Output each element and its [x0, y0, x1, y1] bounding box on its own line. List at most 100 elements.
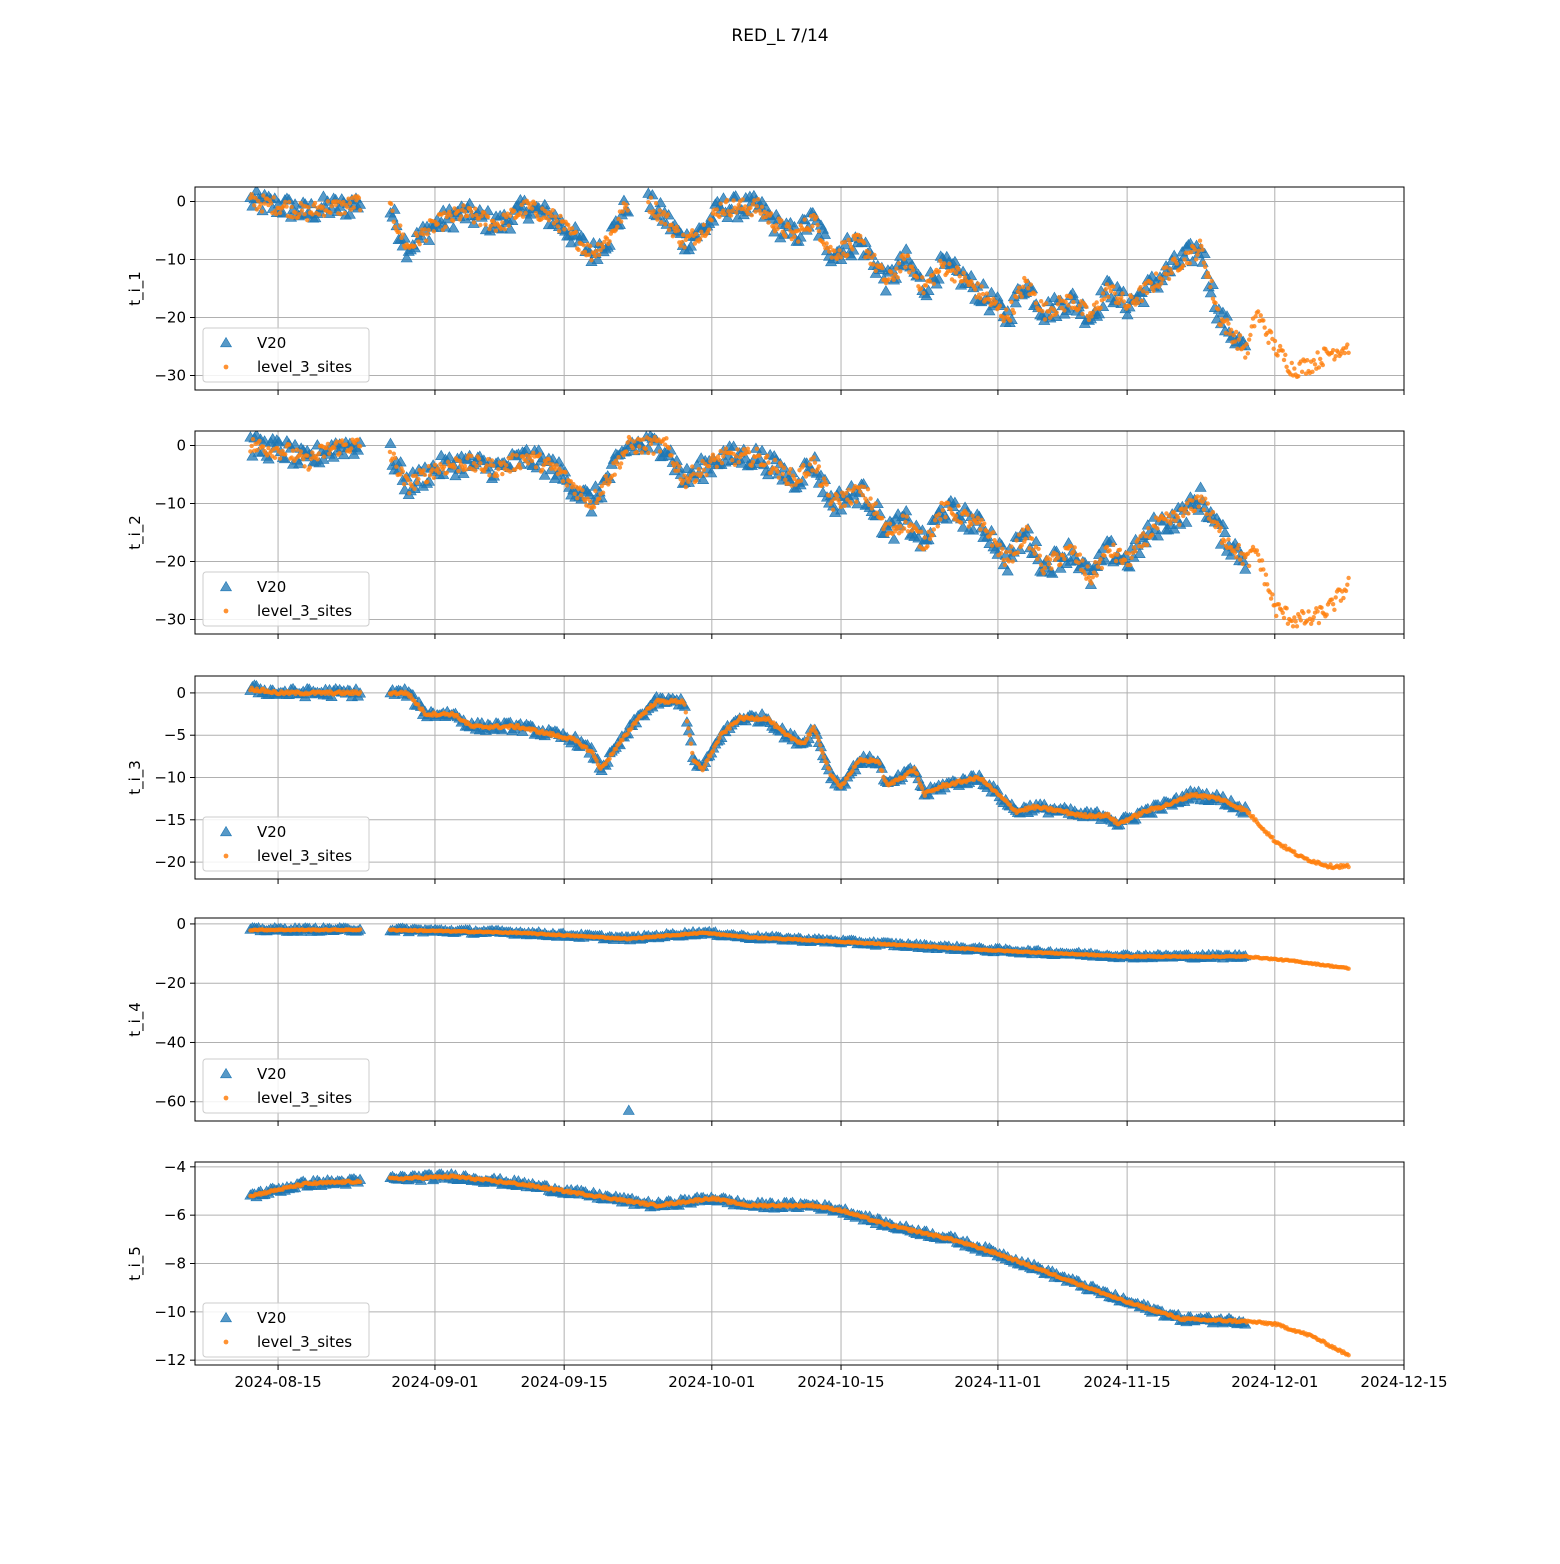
legend-level-3-sites-label: level_3_sites [257, 602, 352, 621]
level-3-sites-point [956, 504, 960, 508]
level-3-sites-point [790, 483, 794, 487]
level-3-sites-point [293, 211, 297, 215]
level-3-sites-point [751, 202, 755, 206]
plot-area [245, 923, 1351, 1115]
level-3-sites-point [747, 450, 751, 454]
level-3-sites-point [915, 772, 919, 776]
level-3-sites-point [1324, 613, 1328, 617]
level-3-sites-point [1203, 496, 1207, 500]
level-3-sites-point [1140, 299, 1144, 303]
legend-level-3-sites-marker [224, 365, 229, 370]
level-3-sites-point [443, 225, 447, 229]
level-3-sites-point [1167, 514, 1171, 518]
level-3-sites-point [1226, 537, 1230, 541]
level-3-sites-point [632, 439, 636, 443]
level-3-sites-point [973, 287, 977, 291]
level-3-sites-point [1000, 547, 1004, 551]
legend-level-3-sites-label: level_3_sites [257, 847, 352, 866]
level-3-sites-point [886, 277, 890, 281]
level-3-sites-point [892, 278, 896, 282]
level-3-sites-point [352, 205, 356, 209]
level-3-sites-point [1049, 566, 1053, 570]
level-3-sites-point [415, 234, 419, 238]
level-3-sites-point [518, 466, 522, 470]
level-3-sites-point [1010, 559, 1014, 563]
level-3-sites-point [724, 446, 728, 450]
level-3-sites-point [486, 215, 490, 219]
level-3-sites-point [699, 230, 703, 234]
level-3-sites-point [697, 467, 701, 471]
level-3-sites-point [1096, 564, 1100, 568]
y-axis-label: t_i_4 [126, 1002, 145, 1037]
level-3-sites-point [1056, 555, 1060, 559]
level-3-sites-point [625, 208, 629, 212]
level-3-sites-point [942, 261, 946, 265]
level-3-sites-point [300, 208, 304, 212]
level-3-sites-point [1246, 351, 1250, 355]
level-3-sites-point [762, 463, 766, 467]
level-3-sites-point [518, 211, 522, 215]
level-3-sites-point [1167, 277, 1171, 281]
level-3-sites-point [976, 281, 980, 285]
level-3-sites-point [317, 451, 321, 455]
level-3-sites-point [1039, 563, 1043, 567]
level-3-sites-point [248, 449, 252, 453]
level-3-sites-point [850, 769, 854, 773]
level-3-sites-point [1211, 510, 1215, 514]
level-3-sites-point [849, 501, 853, 505]
level-3-sites-point [393, 456, 397, 460]
level-3-sites-point [911, 268, 915, 272]
level-3-sites-point [474, 464, 478, 468]
level-3-sites-point [269, 201, 273, 205]
level-3-sites-point [837, 248, 841, 252]
level-3-sites-point [579, 493, 583, 497]
level-3-sites-point [677, 464, 681, 468]
level-3-sites-point [1266, 341, 1270, 345]
level-3-sites-point [707, 227, 711, 231]
level-3-sites-point [442, 464, 446, 468]
level-3-sites-point [646, 451, 650, 455]
level-3-sites-point [1190, 498, 1194, 502]
level-3-sites-point [1094, 300, 1098, 304]
level-3-sites-point [699, 472, 703, 476]
level-3-sites-point [941, 508, 945, 512]
y-tick-label: −30 [154, 367, 186, 385]
level-3-sites-point [1085, 564, 1089, 568]
level-3-sites-point [1292, 615, 1296, 619]
level-3-sites-point [1247, 564, 1251, 568]
level-3-sites-point [566, 223, 570, 227]
level-3-sites-point [1020, 543, 1024, 547]
level-3-sites-point [1234, 555, 1238, 559]
level-3-sites-point [321, 205, 325, 209]
level-3-sites-point [1229, 328, 1233, 332]
level-3-sites-point [1345, 583, 1349, 587]
level-3-sites-point [748, 206, 752, 210]
level-3-sites-point [1317, 621, 1321, 625]
level-3-sites-point [658, 208, 662, 212]
y-tick-label: 0 [176, 684, 186, 702]
level-3-sites-point [687, 733, 691, 737]
level-3-sites-point [835, 493, 839, 497]
level-3-sites-point [635, 450, 639, 454]
level-3-sites-point [703, 763, 707, 767]
level-3-sites-point [283, 200, 287, 204]
level-3-sites-point [345, 205, 349, 209]
level-3-sites-point [1009, 544, 1013, 548]
level-3-sites-point [432, 229, 436, 233]
level-3-sites-point [704, 473, 708, 477]
level-3-sites-point [1226, 321, 1230, 325]
level-3-sites-point [291, 215, 295, 219]
level-3-sites-point [1244, 342, 1248, 346]
level-3-sites-point [1206, 501, 1210, 505]
level-3-sites-point [806, 472, 810, 476]
level-3-sites-point [593, 489, 597, 493]
level-3-sites-point [470, 214, 474, 218]
level-3-sites-point [594, 249, 598, 253]
level-3-sites-point [889, 270, 893, 274]
level-3-sites-point [619, 219, 623, 223]
level-3-sites-point [1056, 302, 1060, 306]
level-3-sites-point [923, 535, 927, 539]
level-3-sites-point [507, 224, 511, 228]
level-3-sites-point [596, 242, 600, 246]
